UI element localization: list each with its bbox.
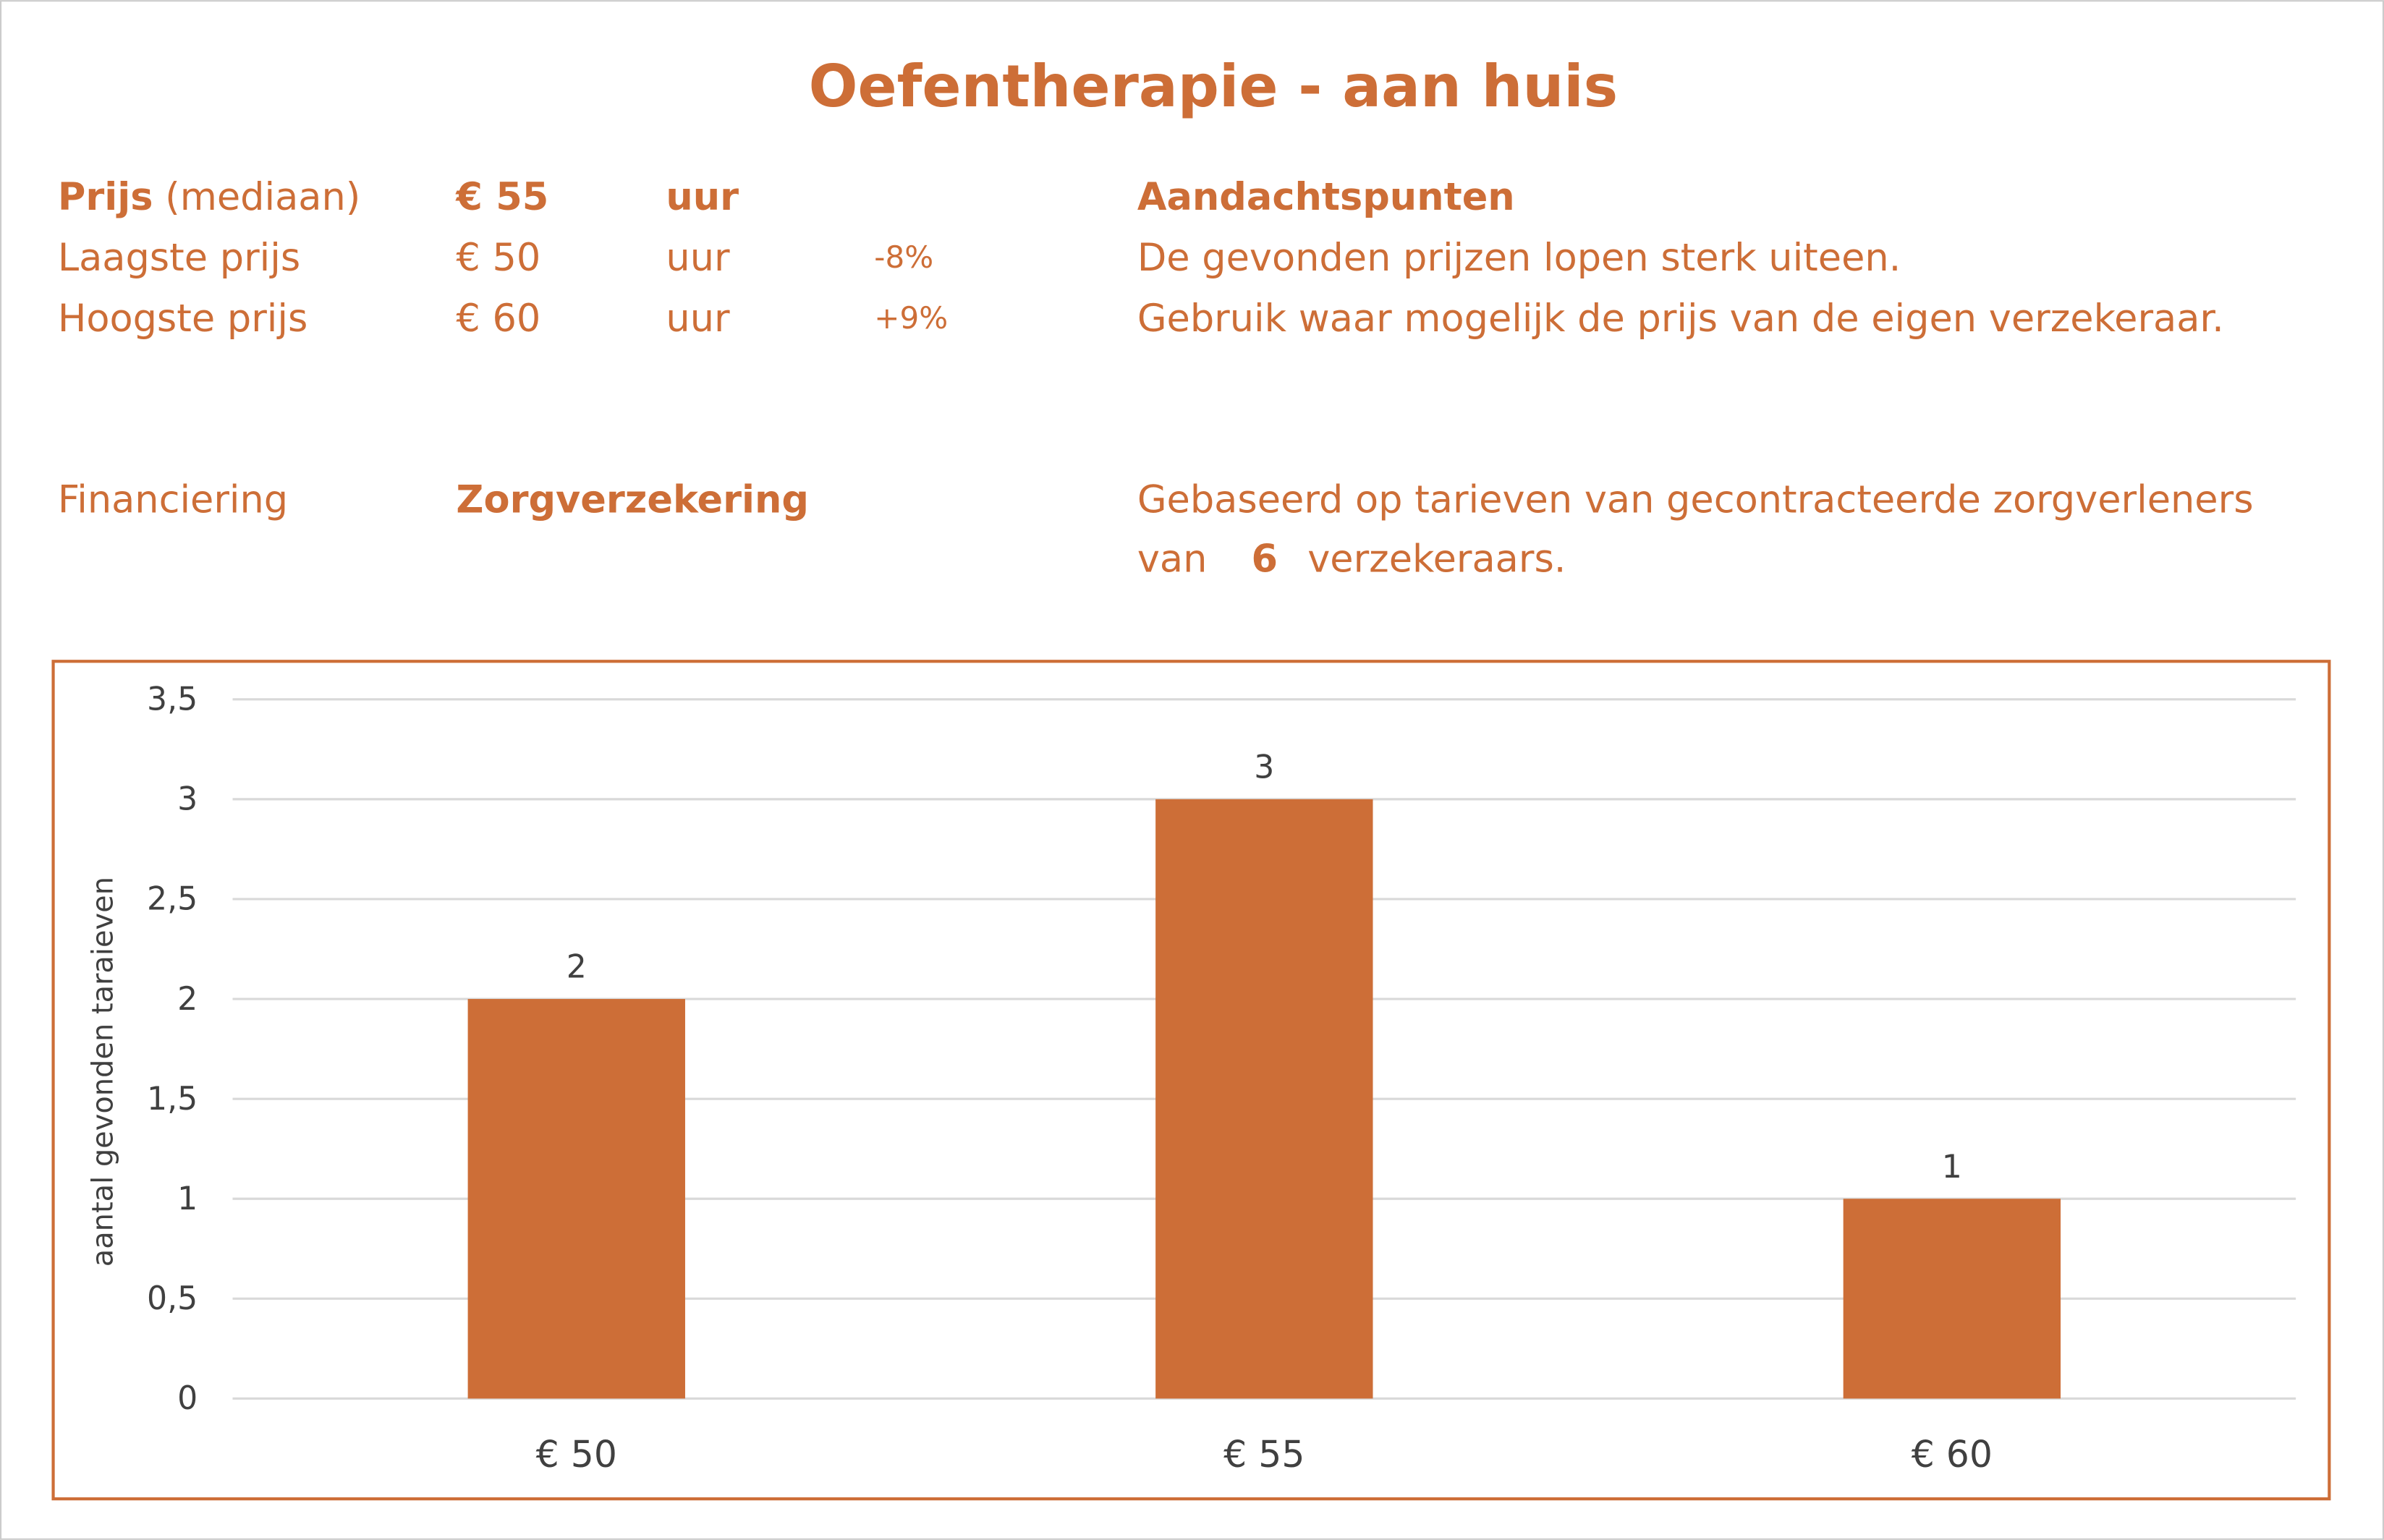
unit: uur: [666, 175, 739, 219]
note: De gevonden prijzen lopen sterk uiteen.: [1137, 236, 1901, 280]
notes-title: Aandachtspunten: [1137, 175, 1515, 219]
price: € 55: [455, 175, 548, 219]
data-label: 3: [1254, 749, 1274, 786]
note: Gebruik waar mogelijk de prijs van de ei…: [1137, 297, 2224, 341]
unit: uur: [666, 297, 730, 341]
source-text: Gebaseerd op tarieven van gecontracteerd…: [1137, 477, 2254, 522]
price: € 60: [456, 297, 540, 341]
source-text: van: [1137, 537, 1208, 581]
y-tick-label: 2,5: [147, 881, 198, 918]
x-tick-label: € 50: [536, 1433, 617, 1476]
unit: uur: [666, 236, 730, 280]
chart-frame: [51, 660, 2331, 1501]
price-label: Laagste prijs: [58, 236, 300, 280]
x-tick-label: € 60: [1912, 1433, 1993, 1476]
y-tick-label: 3: [177, 781, 198, 818]
insurer-count: 6: [1251, 537, 1278, 581]
price-diff: +9%: [874, 300, 948, 336]
bar: [467, 999, 685, 1399]
financing-label: Financiering: [58, 477, 288, 522]
price-diff: -8%: [874, 239, 933, 275]
title: Oefentherapie - aan huis: [809, 53, 1619, 120]
y-tick-label: 2: [177, 981, 198, 1018]
price-label: Hoogste prijs: [58, 297, 308, 341]
data-label: 2: [567, 949, 587, 986]
y-axis-label: aantal gevonden taraieven: [87, 877, 120, 1267]
financing-value: Zorgverzekering: [456, 477, 809, 522]
bar: [1155, 799, 1373, 1399]
y-tick-label: 1: [177, 1180, 198, 1217]
x-tick-label: € 55: [1223, 1433, 1305, 1476]
price-label-note: (mediaan): [165, 175, 360, 219]
bar: [1843, 1199, 2061, 1399]
source-text: verzekeraars.: [1307, 537, 1566, 581]
price: € 50: [456, 236, 540, 280]
y-tick-label: 0,5: [147, 1280, 198, 1317]
price-label-main: Prijs: [58, 175, 153, 219]
price-label: Prijs (mediaan): [58, 175, 360, 219]
chart: aantal gevonden taraieven 0 0,5 1 1,5 2 2,5 3 3…: [87, 681, 2296, 1476]
data-label: 1: [1942, 1149, 1962, 1186]
y-tick-label: 3,5: [147, 681, 198, 718]
y-tick-label: 1,5: [147, 1081, 198, 1118]
y-tick-label: 0: [177, 1380, 198, 1417]
